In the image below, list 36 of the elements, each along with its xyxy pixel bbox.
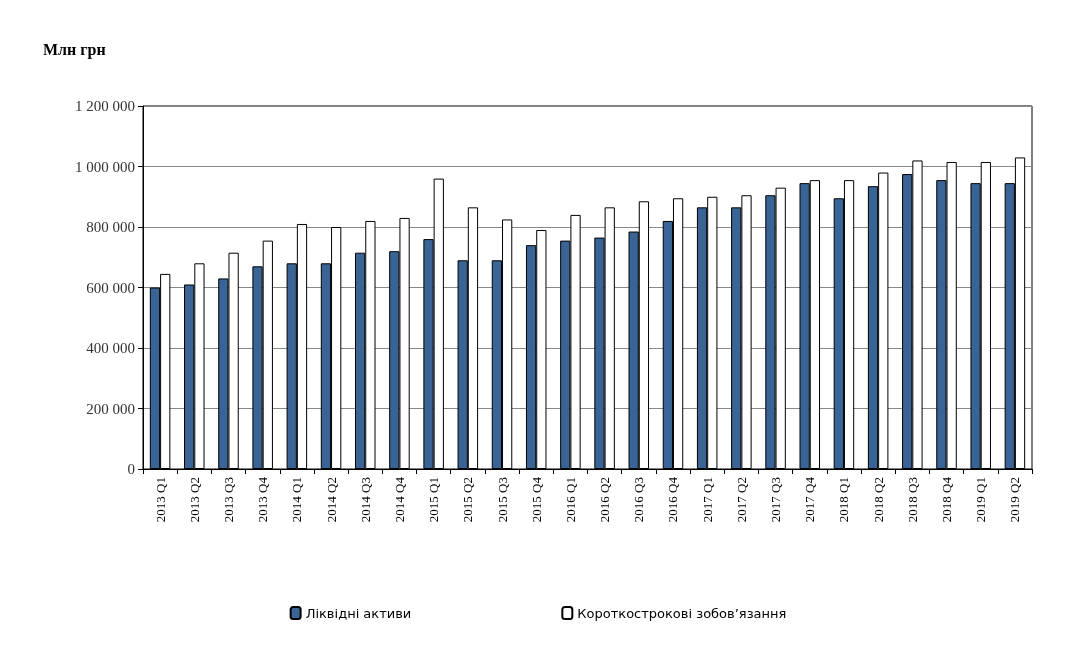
y-tick-label: 1 200 000: [75, 98, 135, 114]
legend-label: Короткострокові зобов’язання: [577, 605, 787, 621]
y-tick-label: 0: [127, 461, 135, 477]
x-tick-label: 2015 Q2: [460, 477, 476, 523]
x-tick-label: 2018 Q3: [904, 477, 920, 523]
x-tick-label: 2016 Q3: [631, 477, 647, 523]
x-tick-label: 2016 Q2: [597, 477, 613, 523]
x-tick-label: 2016 Q4: [665, 476, 681, 523]
x-tick-label: 2017 Q3: [768, 477, 784, 523]
y-tick-label: 1 000 000: [75, 158, 135, 175]
x-tick-label: 2017 Q1: [699, 477, 715, 523]
x-tick-label: 2019 Q1: [973, 477, 989, 523]
y-axis-title: Млн грн: [43, 40, 106, 59]
x-tick-label: 2015 Q1: [426, 477, 442, 523]
y-tick-label: 800 000: [86, 219, 135, 235]
y-tick-label: 400 000: [86, 340, 135, 356]
x-tick-label: 2013 Q2: [186, 477, 202, 523]
x-tick-label: 2018 Q2: [870, 477, 886, 523]
x-tick-label: 2013 Q3: [220, 477, 236, 523]
x-tick-label: 2013 Q4: [255, 476, 271, 523]
x-tick-label: 2019 Q2: [1007, 477, 1023, 523]
x-tick-label: 2015 Q3: [494, 477, 510, 523]
x-tick-label: 2017 Q2: [733, 477, 749, 523]
y-tick-label: 200 000: [86, 400, 135, 417]
legend-label: Ліквідні активи: [305, 605, 412, 621]
x-tick-label: 2014 Q3: [357, 477, 373, 523]
x-tick-label: 2015 Q4: [528, 476, 544, 523]
x-tick-label: 2014 Q4: [391, 476, 407, 523]
x-tick-label: 2014 Q1: [289, 477, 305, 523]
x-tick-label: 2018 Q4: [939, 476, 955, 523]
x-tick-label: 2018 Q1: [836, 477, 852, 523]
x-tick-label: 2016 Q1: [562, 477, 578, 523]
x-tick-label: 2013 Q1: [152, 477, 168, 523]
y-tick-label: 600 000: [86, 279, 135, 296]
x-tick-label: 2017 Q4: [802, 476, 818, 523]
x-tick-label: 2014 Q2: [323, 477, 339, 523]
